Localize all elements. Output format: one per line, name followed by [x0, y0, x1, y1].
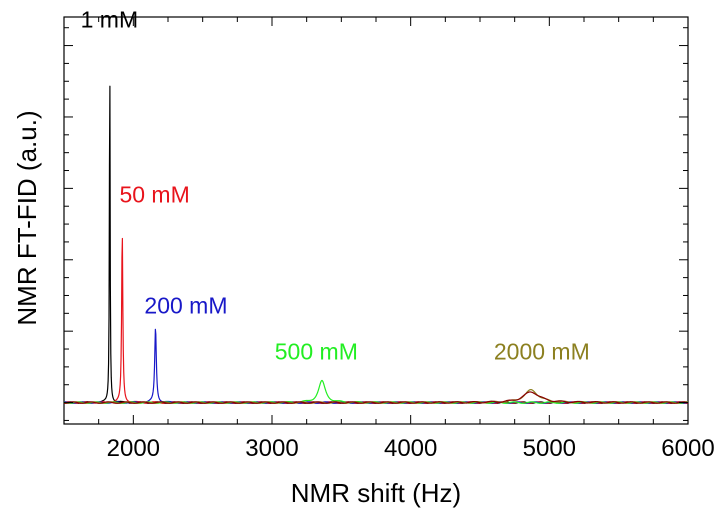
series-line	[63, 391, 689, 404]
series-line	[63, 237, 689, 404]
x-axis-title: NMR shift (Hz)	[291, 478, 461, 508]
x-tick-label: 3000	[245, 435, 298, 462]
x-tick-label: 6000	[661, 435, 714, 462]
series-line	[63, 85, 689, 404]
plot-area	[63, 16, 689, 425]
y-axis-title: NMR FT-FID (a.u.)	[12, 110, 42, 325]
plot-frame	[63, 16, 689, 425]
series-label: 1 mM	[81, 7, 139, 33]
series-layer	[63, 85, 689, 404]
series-label: 2000 mM	[494, 339, 590, 365]
series-line	[63, 328, 689, 404]
x-tick-label: 2000	[107, 435, 160, 462]
series-label: 500 mM	[275, 339, 358, 365]
x-tick-label: 4000	[384, 435, 437, 462]
x-tick-label: 5000	[523, 435, 576, 462]
ticks-layer: 2000 3000 4000 5000 6000	[63, 17, 715, 462]
label-layer: 1 mM 50 mM 200 mM 500 mM 2000 mM	[81, 7, 590, 365]
series-label: 50 mM	[119, 182, 189, 208]
series-label: 200 mM	[144, 292, 227, 318]
